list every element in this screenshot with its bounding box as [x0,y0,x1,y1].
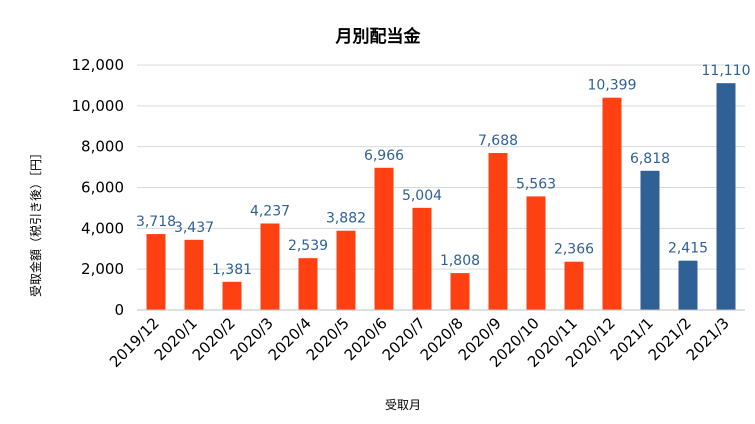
bar [488,153,508,310]
bar [298,258,318,310]
bar [526,196,546,310]
data-label: 6,966 [364,148,404,164]
bar [564,261,584,310]
y-tick-label: 6,000 [81,179,124,197]
y-tick-label: 12,000 [72,56,125,74]
bar [602,97,622,311]
data-label: 5,004 [402,188,442,204]
x-tick-label: 2019/12 [106,314,163,371]
y-tick-label: 0 [114,301,124,319]
data-label: 7,688 [478,133,518,149]
bar [412,207,432,310]
chart-title: 月別配当金 [335,26,422,47]
bar [184,239,204,310]
y-tick-label: 4,000 [81,219,124,237]
data-label: 3,718 [136,214,176,230]
y-tick-label: 8,000 [81,138,124,156]
data-label: 11,110 [702,63,751,79]
bar [336,230,356,310]
bar [716,83,736,310]
bar [222,281,242,310]
data-label: 3,882 [326,211,366,227]
bar [374,167,394,310]
data-label: 4,237 [250,203,290,219]
data-label: 6,818 [630,151,670,167]
data-label: 1,808 [440,253,480,269]
y-axis-label: 受取金額（税引き後）［円］ [28,147,43,297]
bar [640,170,660,310]
data-label: 2,415 [668,241,708,257]
y-axis-ticks: 0 2,000 4,000 6,000 8,000 10,000 12,000 [72,56,125,319]
x-axis-ticks: 2019/122020/12020/22020/32020/42020/5202… [106,314,733,371]
bar [260,223,280,310]
data-label: 5,563 [516,176,556,192]
data-label: 2,366 [554,242,594,258]
bar [146,234,166,310]
data-label: 10,399 [588,78,637,94]
data-label: 2,539 [288,238,328,254]
bars [146,83,736,311]
data-label: 3,437 [174,220,214,236]
y-tick-label: 10,000 [72,97,125,115]
bar [450,273,470,310]
x-axis-label: 受取月 [385,398,421,412]
bar [678,260,698,310]
y-tick-label: 2,000 [81,260,124,278]
data-label: 1,381 [212,262,252,278]
x-tick-label: 2021/3 [683,314,733,364]
